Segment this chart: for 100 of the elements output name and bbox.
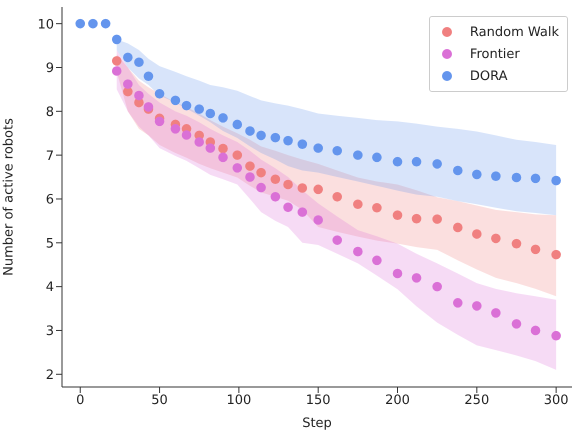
legend-label: Frontier — [470, 46, 520, 62]
point — [530, 244, 540, 254]
y-tick-label: 6 — [46, 192, 54, 208]
point — [551, 330, 561, 340]
point — [372, 256, 382, 266]
y-tick-label: 2 — [46, 368, 54, 383]
point — [432, 282, 442, 292]
point — [353, 199, 363, 210]
point — [512, 172, 522, 182]
point — [298, 139, 308, 149]
point — [512, 319, 522, 329]
point — [144, 71, 154, 82]
x-axis-title: Step — [302, 416, 332, 431]
legend-label: DORA — [470, 68, 508, 84]
point — [551, 250, 561, 260]
point — [206, 143, 216, 153]
point — [432, 214, 442, 224]
point — [453, 298, 463, 308]
point — [123, 52, 133, 62]
point — [551, 176, 561, 186]
x-tick-label: 100 — [226, 393, 252, 408]
point — [372, 202, 382, 213]
point — [491, 171, 501, 181]
point — [392, 268, 402, 278]
point — [123, 79, 133, 89]
y-tick-label: 4 — [46, 280, 54, 296]
point — [182, 130, 192, 140]
point — [270, 192, 280, 202]
x-tick-label: 0 — [76, 393, 84, 408]
point — [270, 132, 280, 142]
point — [134, 57, 144, 67]
point — [332, 235, 342, 245]
point — [372, 152, 382, 162]
point — [232, 120, 242, 130]
point — [218, 152, 228, 162]
point — [245, 172, 255, 182]
point — [112, 34, 122, 44]
point — [472, 170, 482, 180]
point — [218, 144, 228, 154]
point — [112, 66, 122, 76]
point — [530, 174, 540, 184]
point — [432, 159, 442, 169]
point — [512, 238, 522, 248]
point — [298, 207, 308, 217]
point — [453, 166, 463, 176]
point — [392, 210, 402, 220]
point — [313, 215, 323, 225]
point — [154, 116, 164, 126]
x-tick-label: 150 — [306, 393, 331, 408]
point — [134, 90, 144, 100]
point — [313, 143, 323, 153]
y-tick-label: 9 — [46, 61, 54, 76]
point — [88, 18, 98, 28]
y-tick-label: 3 — [46, 324, 54, 340]
y-tick-label: 10 — [37, 17, 54, 32]
point — [453, 222, 463, 232]
point — [170, 124, 180, 134]
point — [100, 18, 110, 28]
point — [218, 113, 228, 123]
point — [313, 184, 323, 194]
point — [194, 137, 204, 147]
y-axis-title: Number of active robots — [2, 118, 17, 276]
point — [491, 308, 501, 318]
x-tick-label: 200 — [385, 393, 410, 408]
point — [332, 192, 342, 202]
point — [194, 104, 204, 114]
x-tick-label: 50 — [151, 393, 168, 408]
x-tick-label: 250 — [464, 393, 490, 408]
x-tick-label: 300 — [544, 393, 569, 408]
point — [283, 180, 293, 190]
point — [232, 163, 242, 173]
point — [530, 326, 540, 336]
point — [298, 183, 308, 193]
point — [170, 96, 180, 106]
point — [472, 229, 482, 239]
point — [412, 273, 422, 283]
point — [182, 100, 192, 110]
point — [112, 56, 122, 66]
point — [256, 130, 266, 140]
point — [154, 89, 164, 99]
point — [472, 301, 482, 311]
point — [332, 146, 342, 156]
legend-label: Random Walk — [470, 24, 559, 40]
point — [270, 174, 280, 184]
point — [353, 150, 363, 160]
point — [283, 136, 293, 146]
point — [412, 156, 422, 166]
y-tick-label: 8 — [46, 104, 54, 120]
point — [245, 161, 255, 171]
point — [245, 126, 255, 136]
point — [491, 234, 501, 244]
point — [206, 108, 216, 118]
point — [256, 182, 266, 192]
point — [412, 214, 422, 224]
y-tick-label: 5 — [46, 236, 54, 252]
point — [256, 168, 266, 178]
point — [75, 18, 86, 28]
point — [232, 150, 242, 160]
point — [283, 202, 293, 212]
point — [392, 156, 402, 166]
